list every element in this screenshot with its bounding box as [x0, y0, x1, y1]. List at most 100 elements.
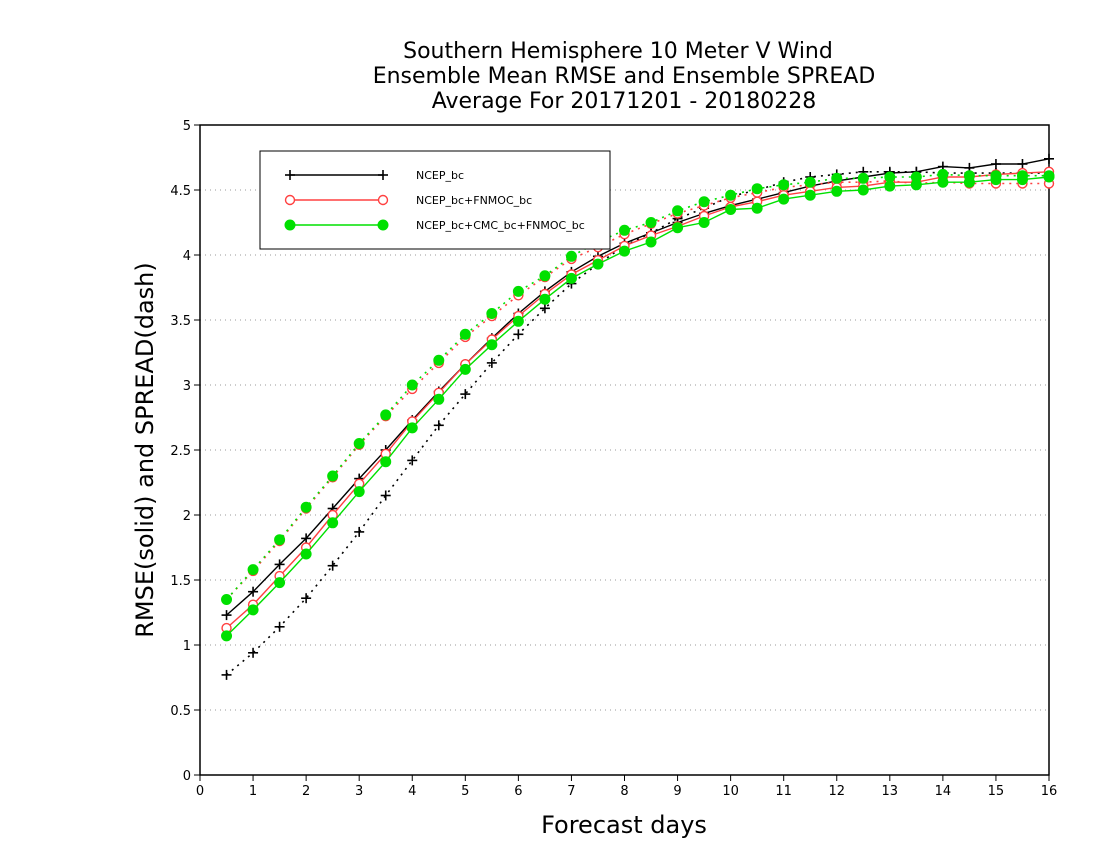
spread-point [433, 420, 444, 431]
spread-line [225, 173, 1049, 601]
rmse-point [301, 533, 312, 544]
spread-point [539, 270, 551, 282]
rmse-point [221, 610, 232, 621]
spread-point [274, 534, 286, 546]
rmse-point [327, 517, 339, 529]
spread-point [300, 501, 312, 513]
spread-point [619, 224, 630, 236]
spread-point [672, 205, 684, 217]
spread-point [433, 354, 445, 366]
rmse-point [512, 315, 524, 327]
spread-point [327, 560, 338, 571]
y-tick-label: 3 [183, 379, 191, 394]
x-tick-label: 15 [988, 784, 1005, 799]
rmse-point [406, 422, 418, 434]
rmse-point [380, 456, 392, 468]
spread-point [698, 196, 710, 208]
y-tick-label: 1.5 [170, 574, 191, 589]
spread-point [380, 490, 391, 501]
spread-point [804, 176, 816, 188]
chart-title: Southern Hemisphere 10 Meter V Wind Ense… [373, 39, 876, 114]
y-tick-label: 2.5 [170, 444, 191, 459]
legend-marker-end [378, 170, 388, 180]
spread-point [857, 172, 869, 184]
spread-point [831, 172, 843, 184]
rmse-point [1043, 171, 1055, 183]
rmse-point [353, 486, 365, 498]
rmse-point [990, 159, 1001, 169]
title-line-2: Ensemble Mean RMSE and Ensemble SPREAD [373, 64, 876, 89]
rmse-point [963, 176, 975, 188]
spread-point [459, 328, 471, 340]
spread-point [380, 409, 392, 421]
legend-marker-end [377, 194, 389, 206]
rmse-point [778, 193, 790, 205]
rmse-point [433, 393, 445, 405]
spread-point [539, 303, 550, 314]
spread-point [725, 189, 737, 201]
spread-point [460, 389, 471, 400]
legend-label: NCEP_bc+CMC_bc+FNMOC_bc [416, 219, 585, 232]
rmse-point [751, 202, 763, 214]
rmse-point [274, 577, 286, 589]
title-line-3: Average For 20171201 - 20180228 [432, 89, 817, 114]
x-tick-label: 16 [1041, 784, 1058, 799]
y-tick-label: 4.5 [170, 184, 191, 199]
spread-point [486, 308, 498, 319]
spread-point [645, 217, 657, 228]
x-tick-label: 1 [249, 784, 257, 799]
x-tick-label: 3 [355, 784, 363, 799]
spread-point [512, 285, 524, 297]
x-tick-label: 12 [828, 784, 845, 799]
legend-entry-1: NCEP_bc+FNMOC_bc [284, 194, 532, 207]
rmse-point [221, 630, 233, 642]
y-axis-label: RMSE(solid) and SPREAD(dash) [131, 262, 159, 638]
x-tick-label: 6 [514, 784, 522, 799]
rmse-point [592, 258, 604, 270]
spread-point [247, 564, 259, 576]
rmse-point [300, 548, 312, 560]
rmse-point [857, 184, 869, 196]
spread-point [301, 593, 312, 604]
spread-point [248, 647, 259, 658]
gridlines [200, 189, 1049, 711]
rmse-point [619, 245, 630, 257]
spread-point [221, 669, 232, 680]
legend-label: NCEP_bc [416, 169, 464, 182]
rmse-point [1044, 153, 1054, 164]
spread-point [327, 470, 339, 482]
legend-marker-start [285, 170, 295, 180]
rmse-point [247, 604, 259, 616]
rmse-point [459, 363, 471, 375]
x-tick-label: 2 [302, 784, 310, 799]
y-tick-label: 5 [183, 119, 191, 134]
legend-box [259, 150, 611, 250]
legend-label: NCEP_bc+FNMOC_bc [416, 194, 532, 207]
spread-point [353, 438, 365, 449]
rmse-point [486, 339, 498, 351]
rmse-point [910, 179, 922, 191]
legend: NCEP_bc NCEP_bc+FNMOC_bc NCEP_bc+CMC_bc+FN… [259, 150, 611, 250]
rmse-point [645, 236, 657, 248]
x-axis-label: Forecast days [541, 811, 707, 839]
spread-point [407, 455, 418, 466]
rmse-point [1016, 174, 1028, 186]
rmse-point [698, 217, 710, 228]
rmse-point [725, 204, 737, 215]
y-tick-label: 0.5 [170, 704, 191, 719]
y-tick-label: 0 [183, 769, 191, 784]
spread-point [513, 329, 524, 340]
x-tick-label: 10 [722, 784, 739, 799]
x-tick-label: 8 [620, 784, 628, 799]
rmse-point [937, 176, 949, 188]
x-tick-label: 14 [935, 784, 952, 799]
legend-entry-2: NCEP_bc+CMC_bc+FNMOC_bc [284, 219, 585, 232]
series-2 [221, 168, 1055, 642]
x-tick-label: 13 [882, 784, 899, 799]
spread-point [354, 526, 365, 537]
y-tick-label: 1 [183, 639, 191, 654]
spread-point [274, 621, 285, 632]
legend-marker-start [284, 219, 296, 231]
y-tick-label: 3.5 [170, 314, 191, 329]
